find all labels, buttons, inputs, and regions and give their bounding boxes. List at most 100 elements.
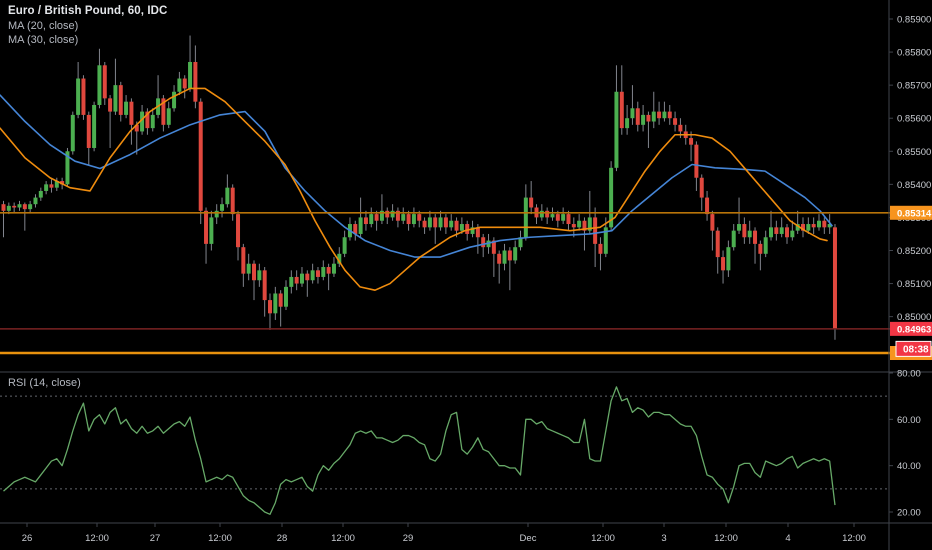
candle bbox=[92, 104, 97, 148]
rsi-tick-label: 40.00 bbox=[897, 461, 921, 472]
candle bbox=[241, 247, 246, 274]
candle bbox=[731, 230, 736, 248]
legend-rsi[interactable]: RSI (14, close) bbox=[8, 377, 81, 389]
legend-main: Euro / British Pound, 60, IDC MA (20, cl… bbox=[8, 4, 167, 47]
candle bbox=[539, 210, 544, 218]
current-price-label: 0.84963 bbox=[890, 321, 932, 336]
resistance-price-label-bg bbox=[890, 205, 932, 220]
candle bbox=[225, 187, 230, 205]
candle bbox=[299, 273, 304, 284]
candle bbox=[827, 224, 832, 228]
candle bbox=[662, 111, 667, 119]
candle bbox=[753, 230, 758, 244]
candle bbox=[459, 224, 464, 231]
price-tick-label: 0.85200 bbox=[897, 246, 931, 257]
candle bbox=[417, 214, 422, 221]
candle bbox=[449, 220, 454, 228]
candle bbox=[198, 101, 203, 211]
rsi-tick-label: 80.00 bbox=[897, 369, 921, 380]
ma-30-line bbox=[0, 87, 828, 291]
candle bbox=[390, 210, 395, 218]
time-tick-label: 12:00 bbox=[85, 533, 109, 544]
candle bbox=[134, 124, 139, 132]
candle bbox=[145, 111, 150, 129]
candle bbox=[465, 224, 470, 234]
candle bbox=[832, 227, 837, 329]
bar-countdown: 08:38 bbox=[895, 340, 932, 357]
rsi-tick-label: 60.00 bbox=[897, 415, 921, 426]
candle bbox=[774, 227, 779, 234]
candle bbox=[44, 184, 49, 191]
candle bbox=[33, 197, 38, 205]
candle bbox=[673, 118, 678, 125]
time-tick-label: 12:00 bbox=[591, 533, 615, 544]
candle bbox=[513, 247, 518, 261]
candle bbox=[438, 217, 443, 228]
ma-20-line bbox=[0, 94, 833, 258]
candle bbox=[305, 273, 310, 281]
time-tick-label: 28 bbox=[277, 533, 288, 544]
candle bbox=[550, 214, 555, 218]
time-tick-label: 12:00 bbox=[714, 533, 738, 544]
candle bbox=[166, 108, 171, 125]
price-tick-label: 0.85800 bbox=[897, 48, 931, 59]
candle bbox=[715, 230, 720, 258]
candle bbox=[502, 250, 507, 264]
candle bbox=[411, 214, 416, 225]
candle bbox=[273, 293, 278, 314]
candle bbox=[529, 197, 534, 208]
candle bbox=[769, 227, 774, 238]
candle bbox=[790, 230, 795, 238]
candle bbox=[497, 253, 502, 264]
candle bbox=[310, 270, 315, 281]
candle bbox=[331, 263, 336, 274]
candle bbox=[822, 220, 827, 228]
candle bbox=[763, 237, 768, 254]
candle bbox=[321, 267, 326, 277]
candle bbox=[721, 257, 726, 271]
candle bbox=[278, 293, 283, 307]
candle bbox=[262, 270, 267, 301]
candle bbox=[646, 114, 651, 122]
candle bbox=[76, 78, 81, 115]
candle bbox=[369, 214, 374, 225]
candle bbox=[81, 78, 86, 115]
candles-series bbox=[1, 35, 837, 340]
candle bbox=[1, 204, 6, 211]
candle bbox=[268, 300, 272, 314]
legend-ma20[interactable]: MA (20, close) bbox=[8, 20, 79, 32]
price-tick-label: 0.85900 bbox=[897, 15, 931, 26]
candle bbox=[577, 220, 582, 228]
candle bbox=[726, 247, 731, 271]
candle bbox=[172, 91, 177, 109]
candle bbox=[801, 224, 805, 231]
candle bbox=[742, 224, 747, 238]
candle bbox=[454, 220, 459, 231]
candle bbox=[289, 276, 294, 287]
current-price-label-bg bbox=[890, 321, 932, 336]
candle bbox=[747, 230, 752, 238]
candle bbox=[694, 144, 699, 178]
candle bbox=[129, 101, 134, 125]
time-axis[interactable]: 26 12:00 27 12:00 28 12:00 29 Dec 12:00 3 12:00 4 12… bbox=[22, 523, 866, 544]
candle bbox=[545, 210, 550, 218]
price-tick-label: 0.85500 bbox=[897, 147, 931, 158]
candle bbox=[475, 227, 480, 238]
candle bbox=[65, 151, 70, 185]
candle bbox=[811, 224, 816, 228]
symbol-title[interactable]: Euro / British Pound, 60, IDC bbox=[8, 5, 168, 17]
candle bbox=[614, 91, 619, 168]
candle bbox=[188, 61, 193, 89]
price-tick-label: 0.85600 bbox=[897, 114, 931, 125]
legend-ma30[interactable]: MA (30, close) bbox=[8, 34, 79, 46]
candle bbox=[598, 243, 603, 254]
candle bbox=[17, 204, 22, 208]
candle bbox=[54, 181, 59, 188]
candle bbox=[609, 167, 614, 228]
candle bbox=[678, 124, 683, 132]
candle bbox=[689, 138, 694, 145]
candle bbox=[427, 217, 432, 228]
